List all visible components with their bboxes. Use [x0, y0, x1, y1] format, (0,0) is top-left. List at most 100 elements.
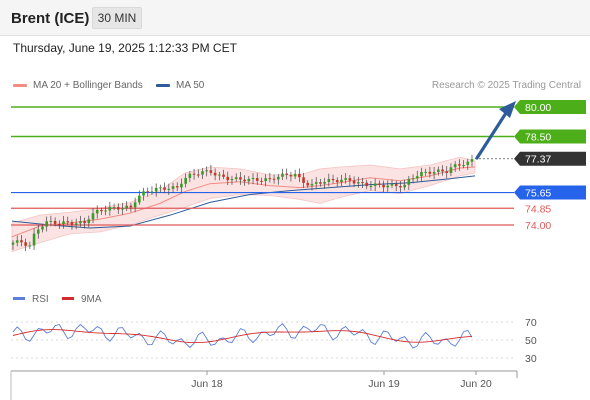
candle-up — [369, 185, 373, 187]
candle-up — [87, 219, 91, 224]
candle-down — [394, 183, 398, 187]
candle-down — [378, 183, 381, 185]
candle-down — [298, 173, 301, 178]
candle-down — [268, 178, 272, 180]
candle-up — [91, 213, 95, 220]
candle-down — [196, 174, 200, 176]
candle-up — [327, 178, 331, 182]
candle-up — [121, 208, 124, 210]
candle-up — [218, 174, 221, 176]
level-tag-target — [514, 100, 586, 114]
candle-down — [226, 176, 230, 181]
candle-down — [361, 182, 364, 184]
candle-up — [41, 226, 44, 230]
candle-up — [462, 165, 465, 167]
candle-up — [373, 183, 377, 186]
rsi-tick-label: 70 — [525, 317, 537, 329]
candle-up — [234, 177, 238, 179]
instrument-title: Brent (ICE) — [11, 10, 90, 27]
candle-down — [302, 177, 305, 183]
level-label-last: 77.37 — [525, 154, 551, 166]
candle-down — [319, 182, 322, 184]
candle-down — [53, 220, 57, 224]
candle-up — [28, 245, 32, 247]
candle-up — [104, 210, 107, 212]
candle-up — [167, 188, 171, 190]
candle-down — [192, 173, 196, 175]
rsi-line — [12, 323, 473, 349]
candle-down — [458, 164, 461, 166]
timeframe-button[interactable]: 30 MIN — [92, 7, 142, 29]
datetime-label: Thursday, June 19, 2025 1:12:33 PM CET — [13, 41, 237, 55]
candle-up — [453, 164, 457, 168]
candle-up — [251, 178, 255, 180]
candle-up — [420, 171, 423, 177]
candle-up — [188, 173, 192, 178]
candle-up — [36, 229, 40, 234]
candle-down — [163, 187, 166, 190]
candle-up — [323, 182, 326, 184]
candle-down — [222, 174, 225, 177]
x-axis: Jun 18 Jun 19 Jun 20 — [10, 370, 518, 400]
candle-up — [437, 169, 440, 172]
candle-up — [411, 178, 415, 180]
candle-down — [239, 177, 242, 180]
forecast-arrow-shaft — [475, 111, 508, 160]
candle-up — [407, 178, 411, 185]
candle-up — [74, 223, 78, 225]
legend-bollinger: MA 20 + Bollinger Bands — [13, 80, 143, 91]
legend-bollinger-label: MA 20 + Bollinger Bands — [33, 80, 143, 91]
candle-down — [209, 170, 213, 173]
candle-up — [154, 187, 158, 192]
candle-up — [180, 183, 183, 188]
candle-down — [255, 178, 259, 181]
candle-up — [159, 187, 162, 189]
candle-up — [142, 191, 145, 196]
bollinger-band — [11, 156, 476, 253]
credit-label: Research © 2025 Trading Central — [431, 80, 581, 91]
candle-down — [289, 174, 293, 177]
candle-up — [79, 221, 82, 224]
candle-down — [83, 221, 86, 224]
candle-up — [49, 220, 53, 222]
level-label-target: 80.00 — [525, 102, 551, 114]
candle-up — [45, 221, 48, 227]
level-label-support: 74.00 — [525, 220, 551, 232]
chart-header: Brent (ICE) 30 MIN — [0, 0, 590, 36]
candle-up — [138, 195, 141, 203]
candle-up — [470, 159, 474, 162]
candle-down — [70, 222, 74, 225]
candle-down — [335, 180, 339, 183]
forecast-arrow-head — [499, 101, 516, 118]
candle-down — [352, 180, 356, 184]
candle-down — [58, 223, 61, 225]
candle-up — [150, 191, 154, 193]
rsi-legend-label: RSI — [32, 294, 49, 305]
candle-up — [357, 182, 360, 184]
rsi-ma-legend-swatch — [62, 297, 74, 300]
candle-up — [133, 202, 137, 208]
candle-down — [399, 186, 402, 188]
candle-down — [243, 179, 246, 182]
x-tick-label: Jun 18 — [191, 378, 223, 390]
candle-down — [213, 172, 217, 176]
candle-up — [281, 173, 284, 177]
candle-up — [466, 161, 470, 166]
candle-up — [32, 233, 36, 246]
level-label-pivot: 75.65 — [525, 188, 551, 200]
ma50-swatch — [156, 84, 170, 87]
level-tag-last — [514, 151, 586, 166]
candle-up — [424, 171, 427, 173]
candle-up — [403, 184, 406, 188]
candle-down — [146, 191, 150, 193]
candle-down — [445, 171, 449, 173]
ma20-line — [11, 166, 476, 238]
candle-up — [314, 182, 318, 184]
candle-up — [62, 221, 65, 224]
rsi-ma-line — [12, 329, 473, 344]
candle-down — [24, 242, 27, 246]
candle-up — [205, 170, 209, 172]
candle-up — [340, 179, 343, 183]
candle-up — [264, 178, 267, 182]
